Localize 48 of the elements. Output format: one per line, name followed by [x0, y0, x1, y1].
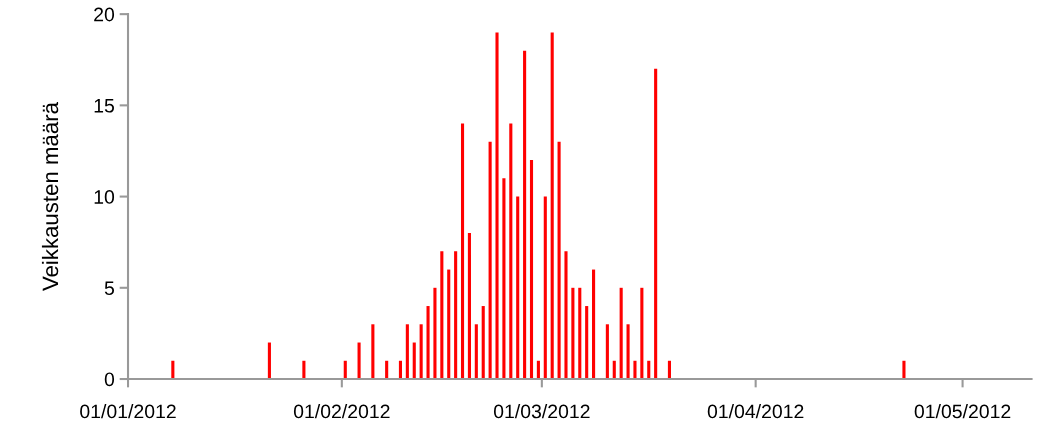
bar: [543, 196, 547, 380]
bar: [267, 342, 271, 380]
x-tick-label: 01/03/2012: [493, 404, 590, 419]
x-tick-label: 01/02/2012: [293, 404, 390, 419]
bar: [654, 68, 658, 380]
bar: [640, 287, 644, 380]
bar: [419, 324, 423, 380]
y-tick-label: 10: [94, 190, 115, 204]
bar: [474, 324, 478, 380]
bar: [523, 50, 527, 380]
bar: [509, 123, 513, 380]
bar: [357, 342, 361, 380]
y-axis-title: Veikkausten määrä: [41, 102, 59, 291]
bar: [426, 306, 430, 380]
bar: [578, 287, 582, 380]
bar: [605, 324, 609, 380]
bar: [495, 32, 499, 380]
bar: [626, 324, 630, 380]
y-tick-label: 5: [104, 281, 115, 296]
bar: [633, 360, 637, 380]
bar: [460, 123, 465, 380]
bar: [529, 160, 534, 380]
bar: [412, 342, 416, 380]
bar: [440, 251, 444, 380]
bar: [433, 287, 437, 380]
y-tick-label: 15: [94, 99, 115, 113]
bar: [564, 251, 568, 380]
y-tick-label: 0: [104, 372, 115, 387]
bar: [405, 324, 409, 380]
bar: [481, 306, 485, 380]
bar: [592, 269, 596, 380]
x-tick-label: 01/05/2012: [914, 404, 1011, 419]
bar: [516, 196, 520, 380]
bar: [619, 287, 623, 380]
bar: [585, 306, 589, 380]
bar: [371, 324, 375, 380]
x-tick-label: 01/01/2012: [80, 404, 176, 419]
bar: [557, 141, 561, 380]
bar: [454, 251, 458, 380]
bar: [571, 287, 575, 380]
bar: [467, 233, 471, 380]
bar: [550, 32, 554, 380]
bar: [447, 269, 451, 380]
bar: [902, 360, 906, 380]
y-tick-label: 20: [94, 7, 115, 22]
bar: [502, 178, 506, 380]
x-tick-label: 01/04/2012: [707, 404, 804, 419]
bar: [488, 141, 492, 380]
